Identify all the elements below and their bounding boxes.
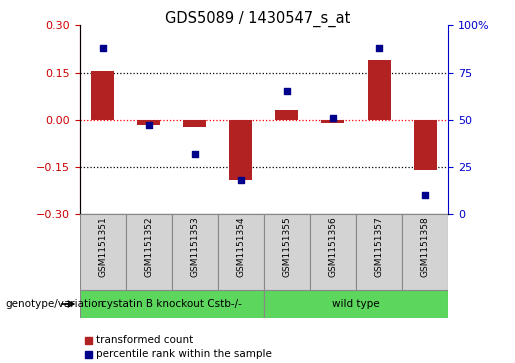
Text: GSM1151356: GSM1151356 xyxy=(329,216,337,277)
Bar xyxy=(356,214,402,290)
Bar xyxy=(229,120,252,180)
Point xyxy=(421,192,429,198)
Bar xyxy=(80,214,126,290)
Text: GSM1151355: GSM1151355 xyxy=(282,216,291,277)
Bar xyxy=(321,120,345,123)
Text: GSM1151353: GSM1151353 xyxy=(191,216,199,277)
Bar xyxy=(276,110,299,120)
Bar xyxy=(218,214,264,290)
Bar xyxy=(402,214,448,290)
Bar xyxy=(183,120,207,127)
Point xyxy=(329,115,337,121)
Point xyxy=(99,45,107,51)
Bar xyxy=(310,214,356,290)
Point xyxy=(237,177,245,183)
Text: GSM1151357: GSM1151357 xyxy=(374,216,384,277)
Point xyxy=(283,89,291,94)
Point xyxy=(375,45,383,51)
Bar xyxy=(91,71,114,120)
Text: GSM1151351: GSM1151351 xyxy=(98,216,107,277)
Bar xyxy=(264,214,310,290)
Text: wild type: wild type xyxy=(332,299,380,309)
Bar xyxy=(414,120,437,170)
Text: GSM1151358: GSM1151358 xyxy=(421,216,430,277)
Bar xyxy=(368,60,390,120)
Text: percentile rank within the sample: percentile rank within the sample xyxy=(96,349,271,359)
Text: genotype/variation: genotype/variation xyxy=(5,299,104,309)
Bar xyxy=(126,214,172,290)
Point xyxy=(145,123,153,129)
Bar xyxy=(264,290,448,318)
Point xyxy=(191,151,199,157)
Bar xyxy=(80,290,264,318)
Text: GSM1151354: GSM1151354 xyxy=(236,216,246,277)
Bar xyxy=(138,120,160,126)
Text: cystatin B knockout Cstb-/-: cystatin B knockout Cstb-/- xyxy=(101,299,243,309)
Text: GSM1151352: GSM1151352 xyxy=(144,216,153,277)
Text: GDS5089 / 1430547_s_at: GDS5089 / 1430547_s_at xyxy=(165,11,350,27)
Text: transformed count: transformed count xyxy=(96,335,193,346)
Bar xyxy=(172,214,218,290)
